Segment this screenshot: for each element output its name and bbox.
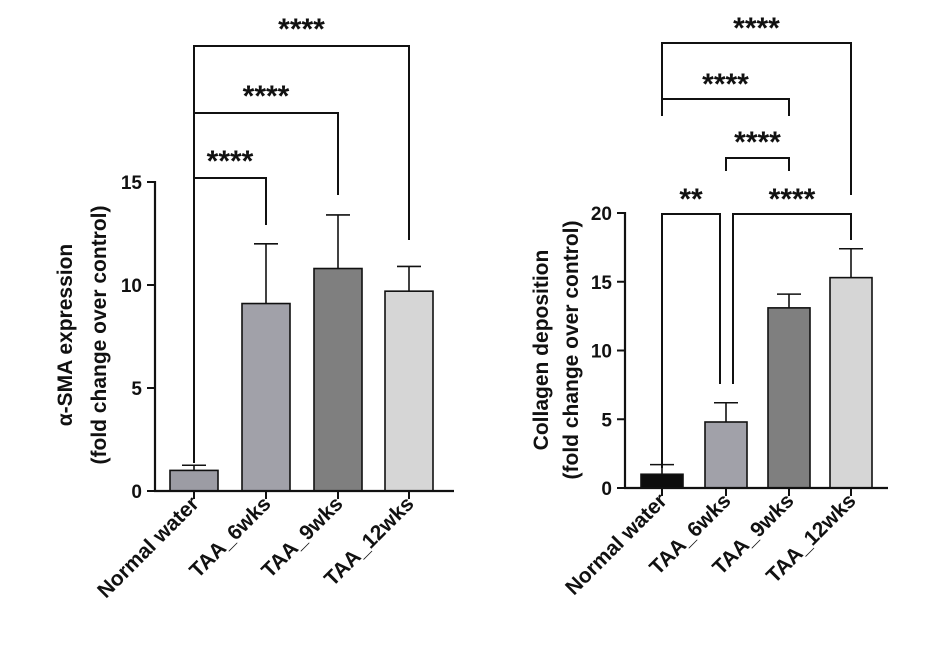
sma-y-tick-label-2: 10 — [121, 276, 142, 297]
collagen-category-label-0: Normal water — [561, 489, 671, 599]
collagen-bar-3 — [829, 276, 873, 489]
sma-y-axis-label-line-0: α-SMA expression — [54, 244, 77, 427]
collagen-significance-label-4: **** — [733, 12, 780, 45]
sma-category-label-0: Normal water — [93, 492, 203, 602]
sma-y-axis-label-line-1: (fold change over control) — [88, 205, 111, 464]
collagen-significance-label-2: **** — [734, 126, 781, 159]
collagen-bar-0 — [640, 473, 684, 489]
collagen-significance-bracket-0 — [661, 213, 721, 468]
sma-significance-label-1: **** — [243, 80, 290, 113]
collagen-significance-label-0: ** — [679, 183, 703, 216]
sma-bar-2 — [313, 267, 363, 492]
collagen-y-tick-label-3: 15 — [591, 273, 613, 294]
collagen-significance-label-3: **** — [702, 68, 749, 101]
collagen-y-tick-label-4: 20 — [591, 204, 612, 225]
collagen-bar-2 — [767, 307, 811, 489]
collagen-y-tick-label-0: 0 — [601, 479, 612, 500]
collagen-significance-bracket-2 — [725, 157, 790, 171]
collagen-significance-bracket-1 — [732, 213, 852, 384]
collagen-y-tick-label-2: 10 — [591, 342, 612, 363]
sma-bar-1 — [241, 302, 291, 492]
sma-bar-3 — [384, 290, 434, 492]
sma-bar-0 — [169, 469, 219, 492]
collagen-y-axis-label-line-0: Collagen deposition — [530, 250, 553, 451]
sma-y-tick-label-0: 0 — [131, 482, 142, 503]
sma-y-tick-label-3: 15 — [121, 173, 143, 194]
sma-significance-label-0: **** — [207, 145, 254, 178]
collagen-bar-1 — [704, 421, 748, 489]
sma-y-tick-label-1: 5 — [131, 379, 142, 400]
collagen-y-axis-label-line-1: (fold change over control) — [560, 220, 583, 479]
sma-significance-bracket-2 — [193, 45, 410, 398]
sma-significance-label-2: **** — [278, 13, 325, 46]
collagen-significance-bracket-4 — [661, 42, 852, 195]
collagen-significance-label-1: **** — [769, 183, 816, 216]
collagen-y-tick-label-1: 5 — [601, 410, 612, 431]
collagen-significance-bracket-3 — [661, 98, 790, 116]
